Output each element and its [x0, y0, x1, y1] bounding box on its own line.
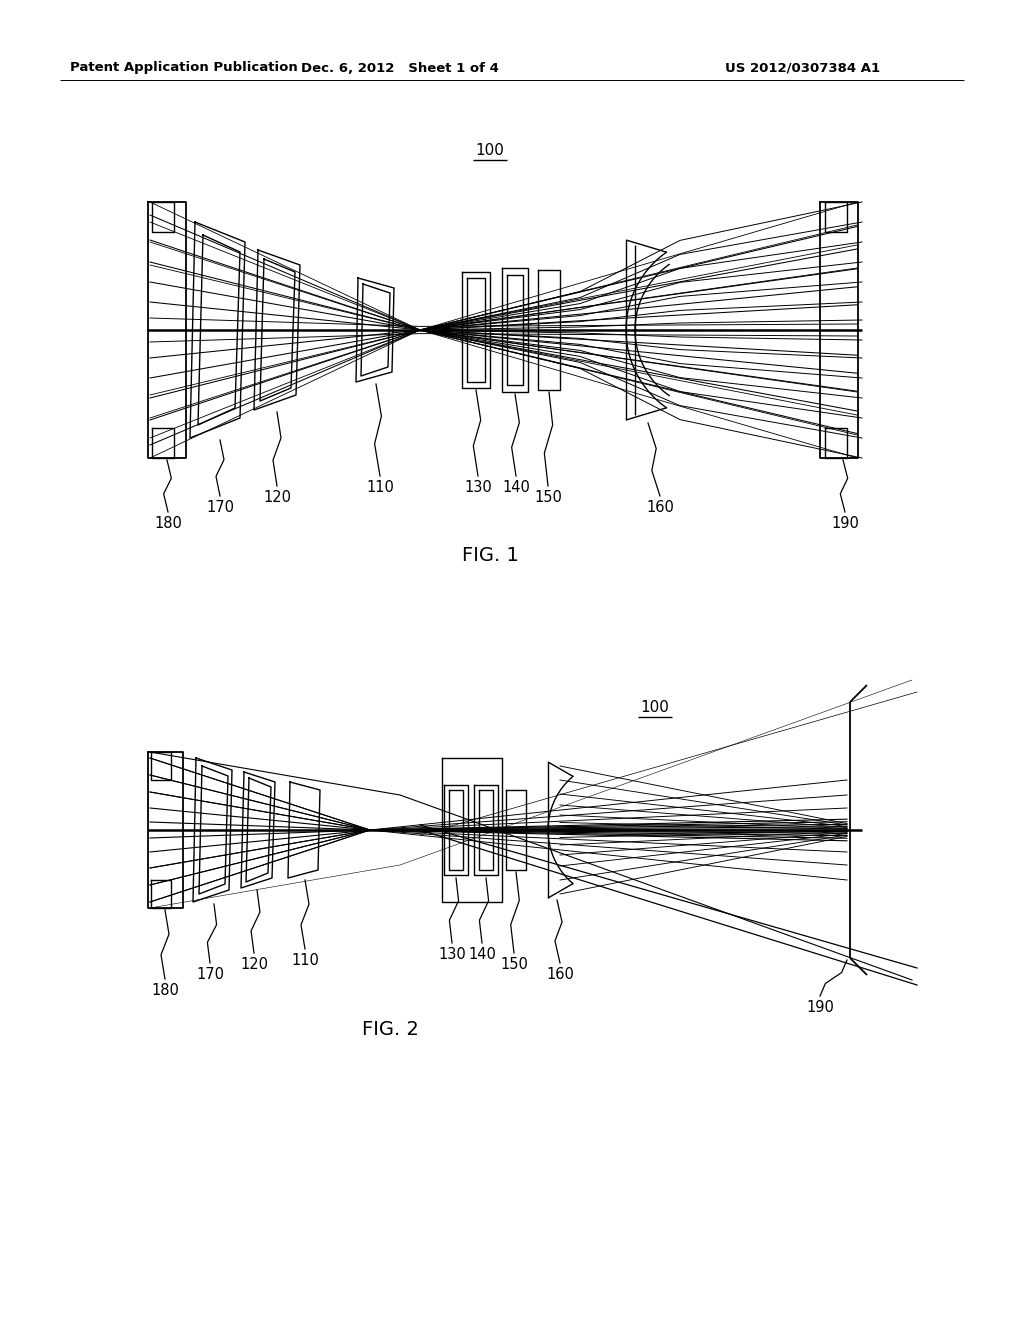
- Text: 180: 180: [152, 983, 179, 998]
- Text: 110: 110: [366, 480, 394, 495]
- Text: Dec. 6, 2012   Sheet 1 of 4: Dec. 6, 2012 Sheet 1 of 4: [301, 62, 499, 74]
- Text: FIG. 1: FIG. 1: [462, 546, 518, 565]
- Text: 170: 170: [196, 968, 224, 982]
- Text: 100: 100: [641, 700, 670, 715]
- Text: 160: 160: [546, 968, 573, 982]
- Text: FIG. 2: FIG. 2: [361, 1020, 419, 1039]
- Text: 120: 120: [263, 490, 291, 506]
- Text: 190: 190: [831, 516, 859, 531]
- Text: US 2012/0307384 A1: US 2012/0307384 A1: [725, 62, 880, 74]
- Text: 100: 100: [475, 143, 505, 158]
- Text: 180: 180: [154, 516, 182, 531]
- Text: 140: 140: [468, 946, 496, 962]
- Text: 150: 150: [535, 490, 562, 506]
- Text: 140: 140: [502, 480, 530, 495]
- Text: 110: 110: [291, 953, 318, 968]
- Text: 160: 160: [646, 500, 674, 515]
- Text: 130: 130: [438, 946, 466, 962]
- Text: 120: 120: [240, 957, 268, 972]
- Text: 130: 130: [464, 480, 492, 495]
- Text: 170: 170: [206, 500, 234, 515]
- Text: 150: 150: [500, 957, 528, 972]
- Text: 190: 190: [806, 1001, 834, 1015]
- Text: Patent Application Publication: Patent Application Publication: [70, 62, 298, 74]
